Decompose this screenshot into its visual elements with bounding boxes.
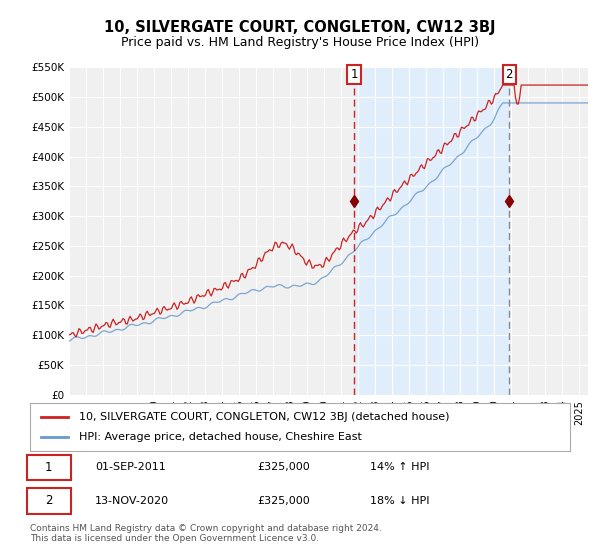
Text: 10, SILVERGATE COURT, CONGLETON, CW12 3BJ: 10, SILVERGATE COURT, CONGLETON, CW12 3B…: [104, 20, 496, 35]
Text: Contains HM Land Registry data © Crown copyright and database right 2024.
This d: Contains HM Land Registry data © Crown c…: [30, 524, 382, 543]
Text: 2: 2: [505, 68, 513, 81]
Text: 14% ↑ HPI: 14% ↑ HPI: [370, 463, 430, 472]
Bar: [354, 67, 509, 395]
Text: HPI: Average price, detached house, Cheshire East: HPI: Average price, detached house, Ches…: [79, 432, 361, 442]
FancyBboxPatch shape: [28, 488, 71, 514]
FancyBboxPatch shape: [28, 455, 71, 480]
Text: 10, SILVERGATE COURT, CONGLETON, CW12 3BJ (detached house): 10, SILVERGATE COURT, CONGLETON, CW12 3B…: [79, 412, 449, 422]
Text: £325,000: £325,000: [257, 463, 310, 472]
Text: Price paid vs. HM Land Registry's House Price Index (HPI): Price paid vs. HM Land Registry's House …: [121, 36, 479, 49]
Text: 1: 1: [45, 461, 53, 474]
Text: 13-NOV-2020: 13-NOV-2020: [95, 496, 169, 506]
Text: 01-SEP-2011: 01-SEP-2011: [95, 463, 166, 472]
Text: 1: 1: [350, 68, 358, 81]
Text: £325,000: £325,000: [257, 496, 310, 506]
Text: 2: 2: [45, 494, 53, 507]
Text: 18% ↓ HPI: 18% ↓ HPI: [370, 496, 430, 506]
